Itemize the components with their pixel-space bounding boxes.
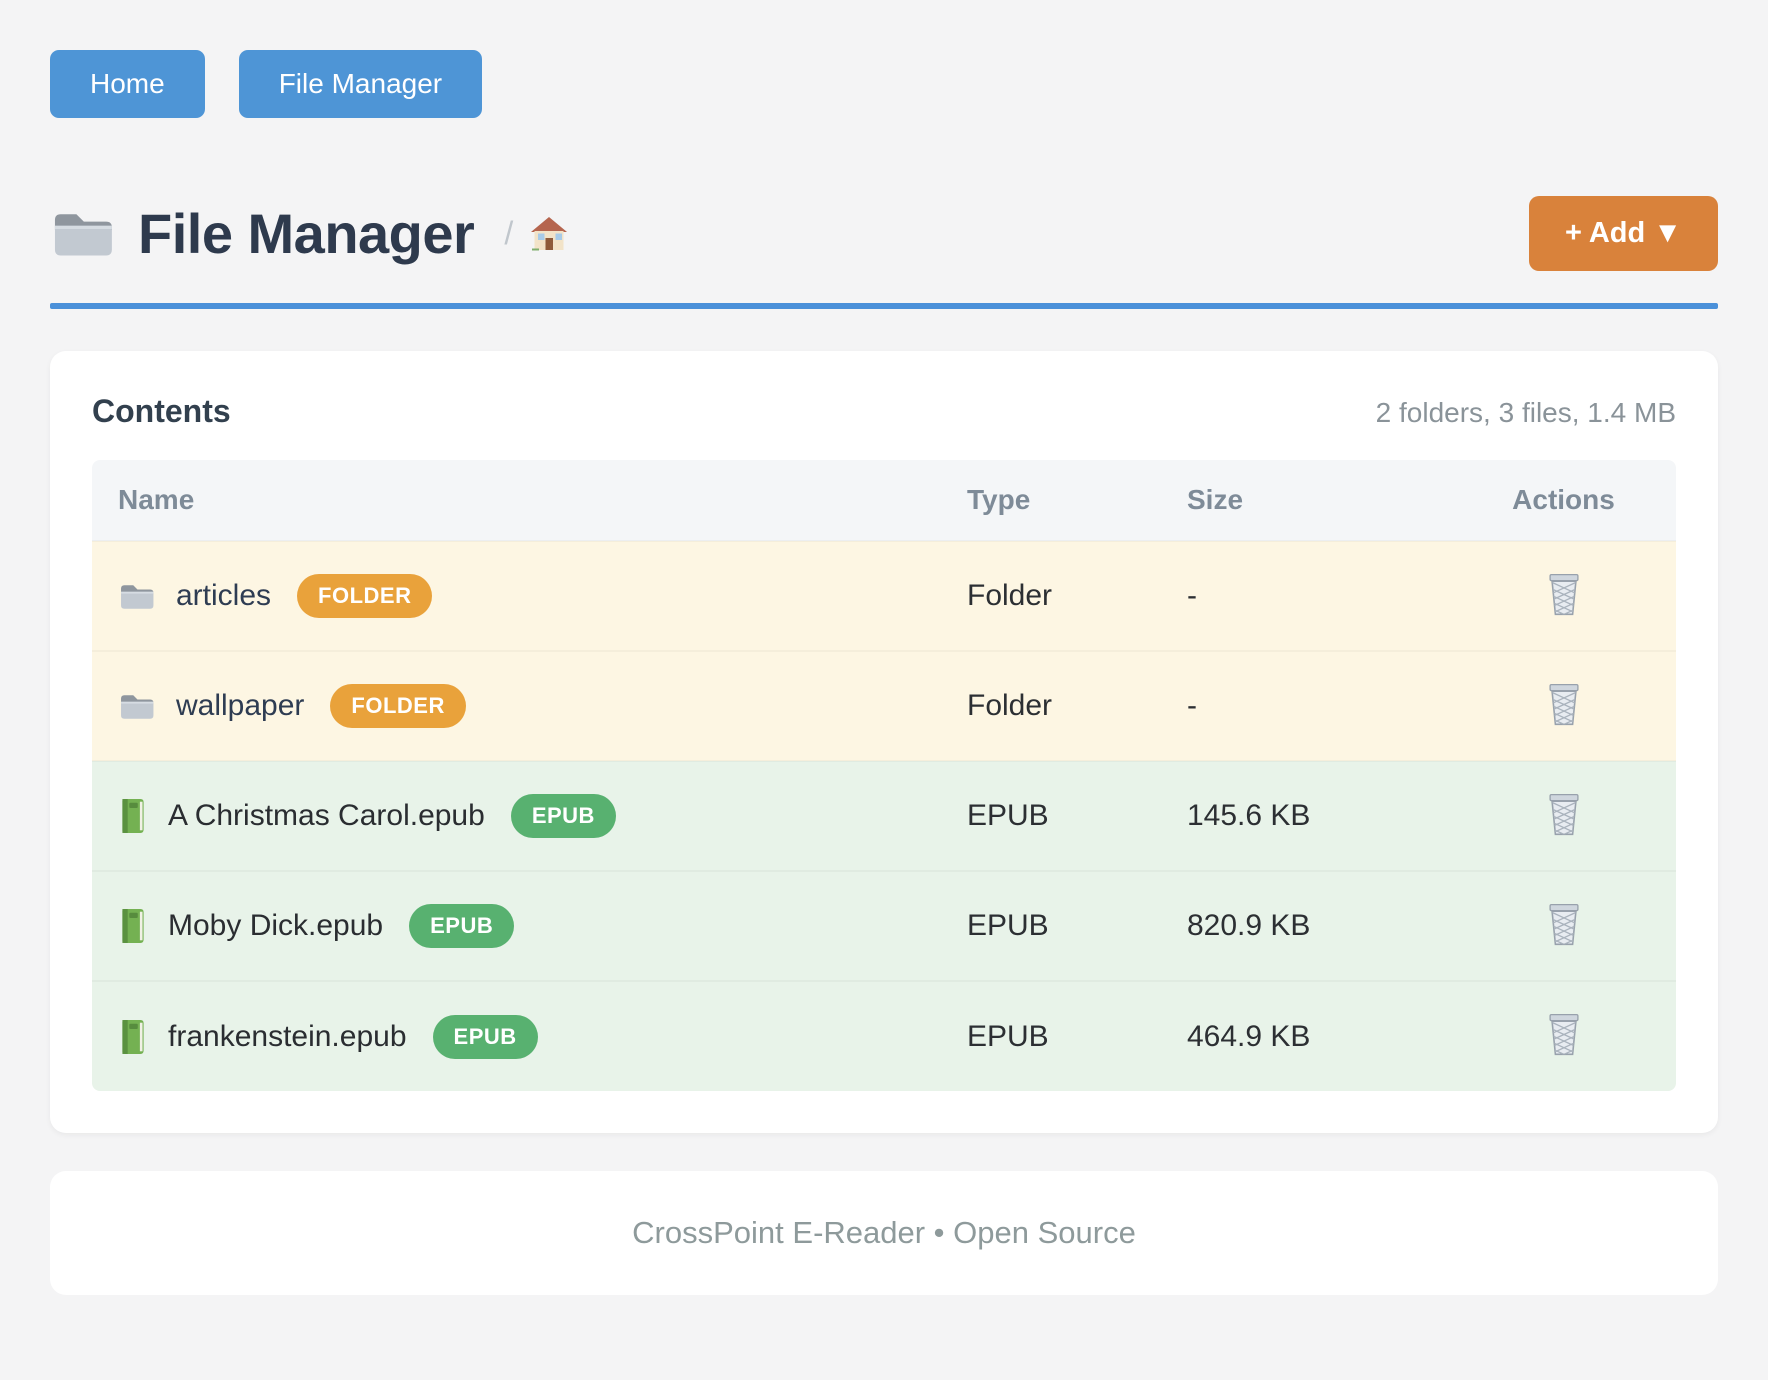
delete-button[interactable]: [1540, 788, 1588, 844]
title-row: File Manager / + Add ▼: [50, 196, 1718, 271]
folder-icon: [118, 581, 156, 612]
table-row: Moby Dick.epub EPUB EPUB 820.9 KB: [92, 871, 1676, 981]
file-badge: EPUB: [409, 904, 515, 948]
book-icon: [118, 798, 148, 834]
title-divider: [50, 303, 1718, 309]
file-type: Folder: [941, 651, 1161, 761]
table-row: articles FOLDER Folder -: [92, 541, 1676, 651]
column-header-type: Type: [941, 460, 1161, 541]
file-size: -: [1161, 541, 1451, 651]
file-size: 820.9 KB: [1161, 871, 1451, 981]
home-icon[interactable]: [529, 214, 569, 254]
table-row: wallpaper FOLDER Folder -: [92, 651, 1676, 761]
contents-summary: 2 folders, 3 files, 1.4 MB: [1375, 397, 1676, 428]
file-type: EPUB: [941, 981, 1161, 1091]
folder-icon: [118, 691, 156, 722]
book-icon: [118, 1019, 148, 1055]
nav-button-file-manager[interactable]: File Manager: [238, 50, 483, 118]
breadcrumb-separator: /: [504, 215, 514, 251]
file-type: Folder: [941, 541, 1161, 651]
file-badge: EPUB: [510, 794, 616, 838]
file-name[interactable]: wallpaper: [176, 689, 305, 722]
column-header-actions: Actions: [1451, 460, 1676, 541]
trash-icon: [1544, 1013, 1584, 1060]
file-name[interactable]: A Christmas Carol.epub: [168, 799, 485, 832]
delete-button[interactable]: [1540, 1008, 1588, 1064]
folder-icon: [50, 206, 116, 262]
breadcrumb: /: [504, 214, 569, 254]
footer: CrossPoint E-Reader • Open Source: [50, 1171, 1718, 1295]
page: Home File Manager File Manager /: [50, 50, 1718, 1295]
delete-button[interactable]: [1540, 898, 1588, 954]
contents-title: Contents: [92, 393, 231, 429]
book-icon: [118, 908, 148, 944]
file-size: -: [1161, 651, 1451, 761]
delete-button[interactable]: [1540, 678, 1588, 734]
file-size: 145.6 KB: [1161, 761, 1451, 871]
file-table-body: articles FOLDER Folder -: [92, 541, 1676, 1091]
table-header-row: Name Type Size Actions: [92, 460, 1676, 541]
trash-icon: [1544, 573, 1584, 620]
file-type: EPUB: [941, 761, 1161, 871]
page-title: File Manager: [138, 202, 475, 265]
file-badge: EPUB: [432, 1014, 538, 1059]
file-size: 464.9 KB: [1161, 981, 1451, 1091]
add-button[interactable]: + Add ▼: [1528, 196, 1718, 271]
table-row: A Christmas Carol.epub EPUB EPUB 145.6 K…: [92, 761, 1676, 871]
delete-button[interactable]: [1540, 568, 1588, 624]
trash-icon: [1544, 903, 1584, 950]
column-header-size: Size: [1161, 460, 1451, 541]
file-name[interactable]: articles: [176, 579, 272, 612]
contents-card: Contents 2 folders, 3 files, 1.4 MB Name…: [50, 351, 1718, 1133]
trash-icon: [1544, 683, 1584, 730]
file-name[interactable]: frankenstein.epub: [168, 1019, 407, 1053]
file-badge: FOLDER: [297, 574, 433, 618]
file-type: EPUB: [941, 871, 1161, 981]
nav-bar: Home File Manager: [50, 50, 1718, 118]
column-header-name: Name: [92, 460, 941, 541]
file-badge: FOLDER: [330, 684, 466, 728]
file-table: Name Type Size Actions: [92, 460, 1676, 1091]
table-row: frankenstein.epub EPUB EPUB 464.9 KB: [92, 981, 1676, 1091]
footer-text: CrossPoint E-Reader • Open Source: [632, 1215, 1136, 1250]
trash-icon: [1544, 793, 1584, 840]
nav-button-home[interactable]: Home: [50, 50, 205, 118]
file-name[interactable]: Moby Dick.epub: [168, 909, 384, 942]
